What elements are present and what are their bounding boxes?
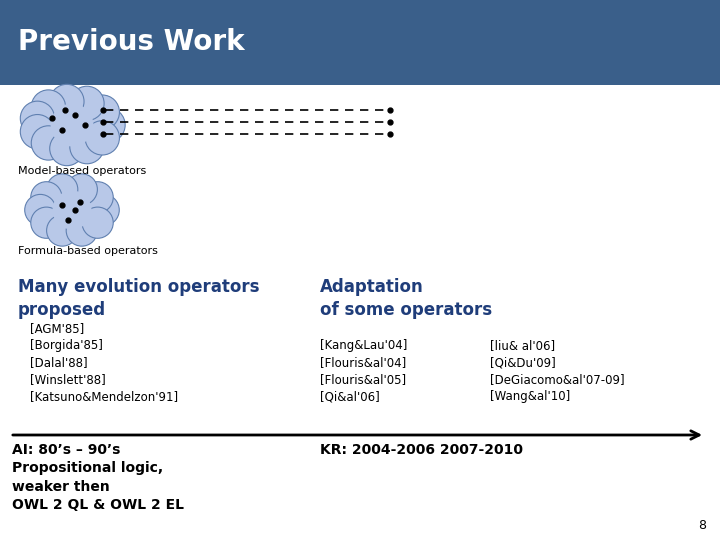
Text: 8: 8 [698,519,706,532]
Bar [0,0,720,85]
Circle shape [31,90,66,124]
Circle shape [31,181,62,213]
Circle shape [88,194,120,226]
Circle shape [91,108,125,142]
Circle shape [50,84,84,119]
Text: [Dalal'88]: [Dalal'88] [30,356,88,369]
Text: Model-based operators: Model-based operators [18,166,146,176]
Circle shape [47,215,78,246]
Text: [AGM'85]: [AGM'85] [30,322,84,335]
Circle shape [50,104,94,146]
Circle shape [20,114,55,149]
Circle shape [31,126,66,160]
Circle shape [70,86,104,120]
Circle shape [24,194,56,226]
Text: [liu& al'06]: [liu& al'06] [490,339,555,352]
Circle shape [53,191,91,229]
Text: [Flouris&al'04]: [Flouris&al'04] [320,356,406,369]
Text: KR: 2004-2006 2007-2010: KR: 2004-2006 2007-2010 [320,443,523,457]
Circle shape [50,131,84,166]
Text: [Borgida'85]: [Borgida'85] [30,339,103,352]
Circle shape [47,174,78,205]
Text: [Kang&Lau'04]: [Kang&Lau'04] [320,339,408,352]
Text: [Katsuno&Mendelzon'91]: [Katsuno&Mendelzon'91] [30,390,178,403]
Circle shape [85,120,120,155]
Text: [DeGiacomo&al'07-09]: [DeGiacomo&al'07-09] [490,373,625,386]
Text: Many evolution operators
proposed: Many evolution operators proposed [18,278,259,319]
Circle shape [85,95,120,129]
Text: [Qi&al'06]: [Qi&al'06] [320,390,379,403]
Text: AI: 80’s – 90’s
Propositional logic,
weaker then
OWL 2 QL & OWL 2 EL: AI: 80’s – 90’s Propositional logic, wea… [12,443,184,512]
Text: Previous Work: Previous Work [18,28,245,56]
Circle shape [31,207,62,238]
Text: Formula-based operators: Formula-based operators [18,246,158,256]
Text: [Wang&al'10]: [Wang&al'10] [490,390,570,403]
Circle shape [66,174,97,205]
Circle shape [70,130,104,164]
Text: Adaptation
of some operators: Adaptation of some operators [320,278,492,319]
Text: [Qi&Du'09]: [Qi&Du'09] [490,356,556,369]
Text: [Flouris&al'05]: [Flouris&al'05] [320,373,406,386]
Circle shape [82,181,113,213]
Circle shape [82,207,113,238]
Circle shape [20,101,55,136]
Circle shape [66,215,97,246]
Text: [Winslett'88]: [Winslett'88] [30,373,106,386]
